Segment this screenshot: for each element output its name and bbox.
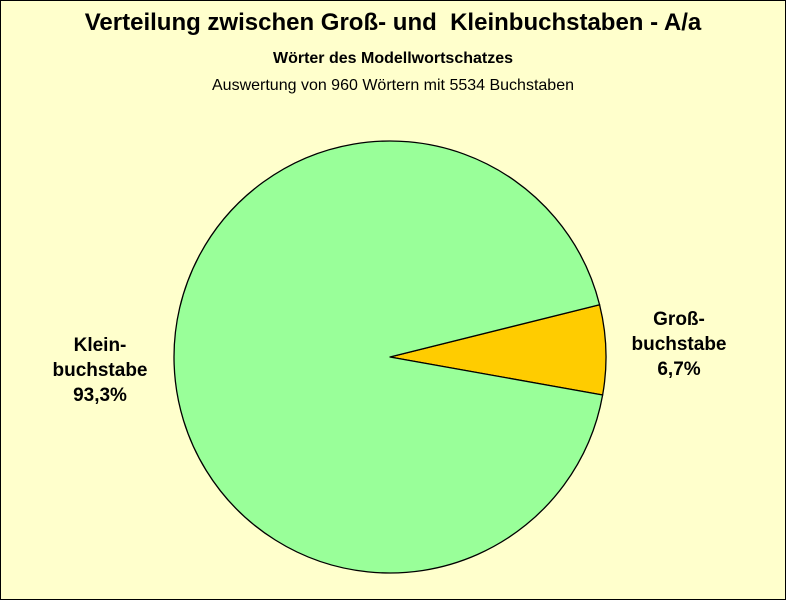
chart-title: Verteilung zwischen Groß- und Kleinbuchs… (84, 9, 702, 36)
chart-subtitle: Wörter des Modellwortschatzes (272, 50, 514, 67)
slice-label-gross: Groß- buchstabe 6,7% (609, 307, 749, 382)
pie-slice-klein (173, 140, 604, 574)
chart-subtitle-detail: Auswertung von 960 Wörtern mit 5534 Buch… (212, 77, 574, 94)
slice-label-gross-line1: Groß- (653, 309, 705, 330)
slice-label-gross-line2: buchstabe (631, 334, 727, 355)
slice-value-klein: 93,3% (73, 385, 127, 406)
slice-label-klein: Klein- buchstabe 93,3% (30, 333, 170, 408)
slice-label-klein-line1: Klein- (73, 335, 127, 356)
slice-label-klein-line2: buchstabe (52, 360, 148, 381)
slice-value-gross: 6,7% (657, 359, 701, 380)
